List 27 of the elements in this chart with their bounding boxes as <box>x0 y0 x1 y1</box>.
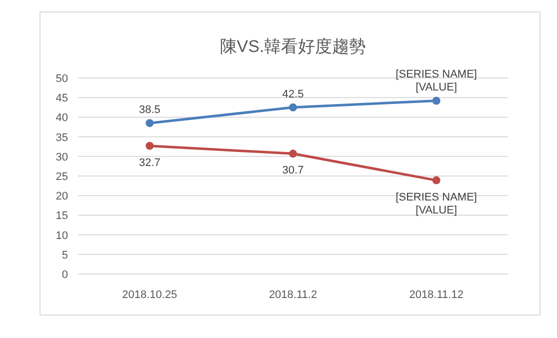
y-tick-label: 10 <box>56 230 68 242</box>
y-tick-label: 20 <box>56 190 68 203</box>
data-label: 42.5 <box>282 88 304 100</box>
data-label: 38.5 <box>138 104 160 116</box>
y-tick-label: 35 <box>56 132 68 144</box>
y-tick-label: 0 <box>62 269 68 281</box>
data-label: 30.7 <box>282 164 304 177</box>
data-label: [SERIES NAME] [VALUE] <box>396 68 477 94</box>
point <box>146 119 154 128</box>
point <box>432 96 440 105</box>
x-tick-label: 2018.11.12 <box>409 289 464 301</box>
y-tick-label: 15 <box>56 210 68 222</box>
y-tick-label: 30 <box>56 151 68 164</box>
data-label: [SERIES NAME] [VALUE] <box>396 191 477 216</box>
y-tick-label: 25 <box>56 171 68 183</box>
point <box>289 103 297 112</box>
x-tick-label: 2018.10.25 <box>122 289 178 301</box>
y-tick-label: 50 <box>56 73 68 85</box>
point <box>289 150 297 158</box>
x-tick-label: 2018.11.2 <box>268 289 318 301</box>
y-tick-label: 40 <box>56 112 68 124</box>
y-tick-label: 5 <box>62 249 68 262</box>
y-tick-label: 45 <box>56 92 68 105</box>
chart-title: 陳VS.韓看好度趨勢 <box>220 37 366 56</box>
point <box>146 142 154 150</box>
point <box>432 176 440 184</box>
data-label: 32.7 <box>138 156 160 169</box>
